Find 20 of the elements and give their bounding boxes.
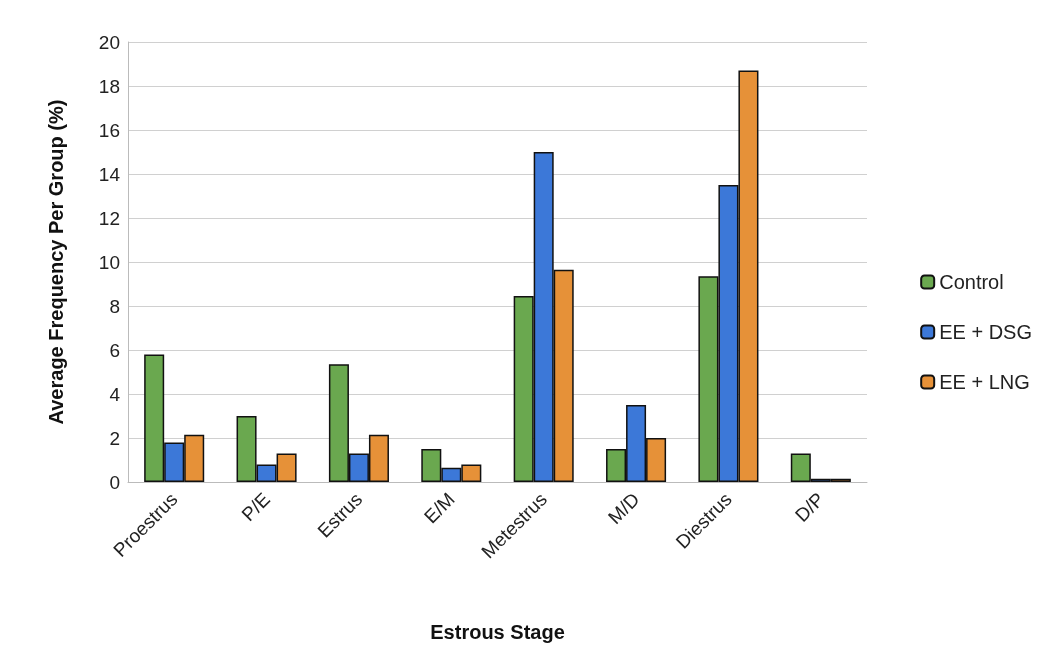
y-tick-label: 14 <box>98 163 121 185</box>
x-tick-label: E/M <box>420 488 459 528</box>
legend-label: EE + LNG <box>939 371 1030 393</box>
legend-label: Control <box>939 271 1004 293</box>
y-tick-label: 10 <box>98 251 120 273</box>
y-tick-label: 16 <box>98 119 120 141</box>
y-tick-label: 6 <box>109 339 120 361</box>
x-tick-label: D/P <box>791 488 829 526</box>
y-tick-label: 8 <box>109 295 120 317</box>
y-tick-label: 18 <box>98 75 120 97</box>
legend-label: EE + DSG <box>939 321 1032 343</box>
y-axis-title: Average Frequency Per Group (%) <box>45 99 67 425</box>
x-tick-label: P/E <box>237 488 274 526</box>
y-tick-label: 12 <box>98 207 120 229</box>
y-tick-label: 0 <box>109 471 120 493</box>
y-tick-label: 20 <box>98 31 120 53</box>
y-tick-label: 4 <box>109 383 121 405</box>
x-axis-title: Estrous Stage <box>430 621 565 643</box>
x-tick-label: M/D <box>604 488 644 529</box>
y-tick-label: 2 <box>109 427 120 449</box>
